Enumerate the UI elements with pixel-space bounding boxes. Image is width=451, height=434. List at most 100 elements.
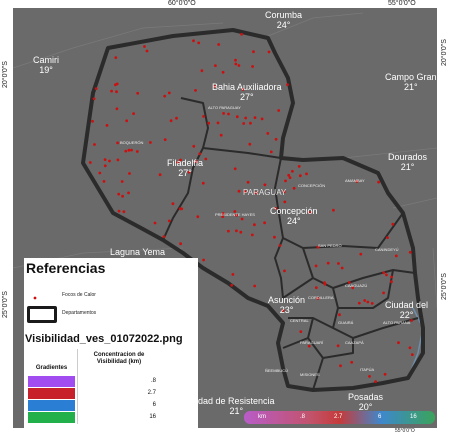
hotspot-dot: [88, 161, 92, 164]
scale-value: 2.7: [334, 414, 343, 420]
city-label-asuncion: Asunción 23°: [268, 295, 306, 315]
hotspot-dot: [283, 269, 286, 273]
hotspot-dot: [366, 300, 370, 304]
hotspot-dot: [115, 90, 118, 94]
hotspot-dot: [269, 150, 273, 154]
hotspot-dot: [243, 190, 247, 194]
hotspot-dot: [284, 179, 287, 183]
hotspot-dot: [227, 229, 230, 233]
hotspot-dot: [145, 49, 149, 53]
hotspot-dot: [176, 161, 180, 164]
scale-unit-label: km: [258, 414, 266, 420]
hotspot-dot: [231, 273, 235, 276]
hotspot-dot: [213, 85, 217, 88]
dept-label-caazapa: CAAZAPÁ: [345, 340, 364, 345]
hotspot-dot: [410, 319, 413, 322]
city-label-laguna-yema: Laguna Yema: [110, 247, 166, 257]
hotspot-dot: [162, 235, 166, 239]
hotspot-dot: [171, 202, 175, 206]
hotspot-dot: [244, 116, 248, 120]
hotspot-dot: [291, 169, 294, 173]
hotspot-dot: [233, 167, 237, 171]
hotspot-dot: [194, 89, 197, 92]
legend-departments-label: Departamentos: [62, 310, 97, 316]
scale-value: .8: [300, 414, 306, 420]
hotspot-dot: [116, 141, 119, 145]
hotspot-dot: [114, 83, 117, 87]
hotspot-dot: [122, 210, 126, 214]
hotspot-dot: [248, 142, 252, 146]
dept-label-presidente-hayes: PRESIDENTE HAYES: [215, 212, 255, 217]
dept-label-boqueron: BOQUERÓN: [120, 140, 144, 145]
dept-label-caaguazu: CAAGUAZÚ: [345, 283, 368, 288]
legend-title: Referencias: [26, 260, 106, 276]
hotspot-dot: [383, 372, 387, 376]
gradient-value: 16: [149, 414, 156, 420]
tick-bottom-55: 55°0'0"O: [395, 428, 415, 434]
hotspot-dot: [386, 236, 389, 240]
hotspot-dot: [120, 180, 124, 183]
hotspot-dot: [204, 157, 208, 161]
gradient-value: 6: [152, 402, 156, 408]
hotspot-dot: [249, 121, 252, 125]
city-label-ciudad-del-este: Ciudad del 22°: [385, 300, 429, 320]
hotspot-dot: [192, 39, 195, 43]
hotspot-legend-icon: [33, 296, 37, 300]
hotspot-dot: [153, 221, 157, 225]
dept-label-misiones: MISIONES: [300, 372, 320, 377]
hotspot-dot: [230, 283, 234, 287]
hotspot-dot: [175, 116, 178, 120]
hotspot-dot: [288, 176, 292, 180]
hotspot-dot: [394, 254, 398, 258]
hotspot-dot: [136, 91, 140, 95]
hotspot-dot: [115, 107, 119, 111]
gradient-swatch-purple: [28, 376, 75, 387]
hotspot-layer: [88, 32, 414, 383]
hotspot-dot: [277, 109, 281, 112]
city-label-dourados: Dourados 21°: [388, 152, 428, 172]
city-label-corumba: Corumba 24°: [265, 10, 303, 30]
tick-left-20: 20°0'0"S: [2, 61, 9, 88]
hotspot-dot: [246, 180, 250, 184]
hotspot-dot: [370, 302, 374, 305]
hotspot-dot: [197, 41, 201, 45]
hotspot-dot: [281, 309, 285, 312]
hotspot-dot: [200, 69, 204, 73]
city-label-campo-grande: Campo Gran 21°: [385, 72, 437, 92]
hotspot-dot: [278, 244, 282, 247]
tick-top-60: 60°0'0"O: [168, 0, 196, 7]
hotspot-dot: [347, 281, 351, 284]
hotspot-dot: [222, 112, 226, 115]
hotspot-dot: [227, 112, 230, 116]
dept-label-neembucu: ÑEEMBUCÚ: [265, 368, 288, 373]
hotspot-dot: [124, 149, 128, 153]
hotspot-dot: [359, 252, 363, 256]
dept-label-paraguari: PARAGUARÍ: [300, 340, 324, 345]
hotspot-dot: [250, 233, 254, 237]
dept-label-cordillera: CORDILLERA: [308, 295, 334, 300]
dept-label-central: CENTRAL: [290, 318, 309, 323]
legend-hotspots-label: Focos de Calor: [62, 292, 96, 298]
dept-label-alto-paraguay: ALTO PARAGUAY: [208, 105, 241, 110]
hotspot-dot: [323, 281, 326, 284]
hotspot-dot: [167, 91, 171, 95]
hotspot-dot: [242, 122, 246, 125]
legend-filename: Visibilidad_ves_01072022.png: [25, 333, 183, 345]
hotspot-dot: [202, 258, 206, 262]
hotspot-dot: [408, 346, 412, 350]
hotspot-dot: [121, 194, 124, 198]
hotspot-dot: [214, 64, 217, 67]
tick-left-25: 25°0'0"S: [2, 291, 9, 318]
hotspot-dot: [169, 119, 173, 123]
hotspot-dot: [179, 158, 182, 162]
hotspot-dot: [235, 229, 238, 233]
hotspot-dot: [326, 261, 330, 265]
dept-label-guaira: GUAIRÁ: [338, 320, 354, 325]
hotspot-dot: [253, 284, 257, 288]
hotspot-dot: [105, 124, 109, 127]
hotspot-dot: [233, 210, 237, 213]
hotspot-dot: [385, 273, 388, 277]
hotspot-dot: [391, 222, 395, 226]
hotspot-dot: [351, 286, 355, 290]
